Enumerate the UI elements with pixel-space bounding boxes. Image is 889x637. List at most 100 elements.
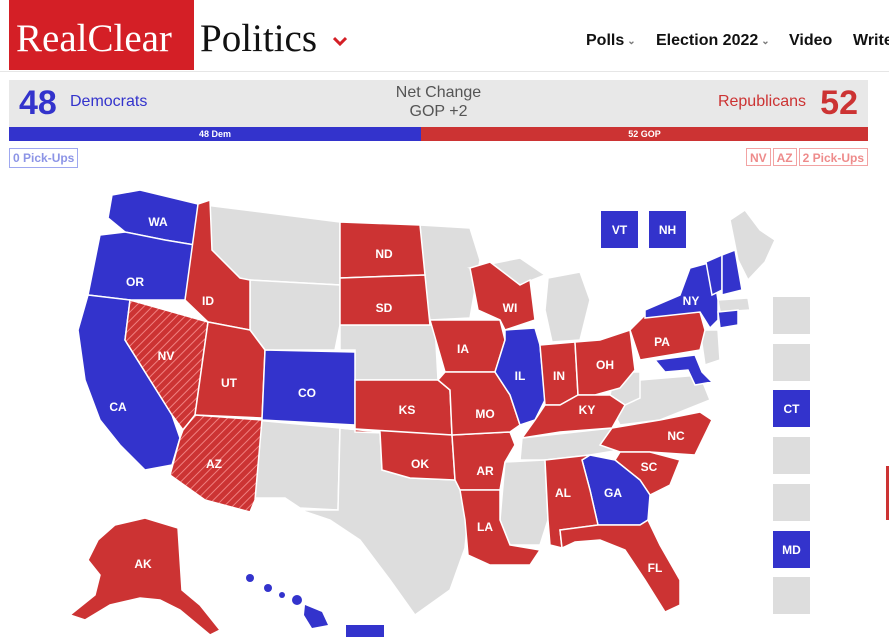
seat-split-bar: 48 Dem 52 GOP xyxy=(9,127,868,141)
state-nc[interactable] xyxy=(598,411,713,456)
box-md-label: MD xyxy=(782,543,801,557)
label-ut: UT xyxy=(221,376,238,390)
box-empty[interactable] xyxy=(773,297,810,334)
box-ct-label: CT xyxy=(784,402,801,416)
state-mi[interactable] xyxy=(544,271,591,343)
rep-pickup-state-nv[interactable]: NV xyxy=(745,148,771,166)
state-la[interactable] xyxy=(459,489,542,566)
label-nd: ND xyxy=(375,247,393,261)
label-al: AL xyxy=(555,486,571,500)
nav-video-label: Video xyxy=(789,32,833,49)
rep-seat-bar: 52 GOP xyxy=(421,127,868,141)
chevron-down-icon: ⌄ xyxy=(761,36,770,47)
us-senate-map: WA OR CA NV ID UT CO AZ ND SD KS OK AR L… xyxy=(68,189,889,637)
state-ar[interactable] xyxy=(451,431,516,491)
label-sd: SD xyxy=(376,301,393,315)
label-ky: KY xyxy=(579,403,596,417)
label-fl: FL xyxy=(648,561,663,575)
rep-pickups-group: NV AZ 2 Pick-Ups xyxy=(744,148,868,166)
box-vt-label: VT xyxy=(612,223,628,237)
box-empty[interactable] xyxy=(773,437,810,474)
state-fl[interactable] xyxy=(559,518,681,613)
label-or: OR xyxy=(126,275,144,289)
label-ny: NY xyxy=(683,294,700,308)
label-wa: WA xyxy=(148,215,168,229)
label-ar: AR xyxy=(476,464,494,478)
label-id: ID xyxy=(202,294,214,308)
box-ct[interactable] xyxy=(773,390,810,427)
state-nm[interactable] xyxy=(254,419,341,511)
box-nh-label: NH xyxy=(659,223,676,237)
label-ia: IA xyxy=(457,342,469,356)
box-vt[interactable] xyxy=(601,211,638,248)
label-sc: SC xyxy=(641,460,658,474)
edge-marker xyxy=(886,466,889,520)
rep-pickups-badge: 2 Pick-Ups xyxy=(798,148,868,166)
label-ga: GA xyxy=(604,486,622,500)
state-id[interactable] xyxy=(184,198,251,331)
label-az: AZ xyxy=(206,457,222,471)
nav-election-2022-label: Election 2022 xyxy=(656,32,759,49)
state-az[interactable] xyxy=(169,414,263,513)
state-wi[interactable] xyxy=(469,261,536,331)
logo-realclear-text[interactable]: RealClear xyxy=(16,17,172,60)
logo-red-block[interactable] xyxy=(9,0,194,70)
label-nc: NC xyxy=(667,429,685,443)
state-sd[interactable] xyxy=(339,274,431,326)
label-il: IL xyxy=(515,369,526,383)
nav-election-2022[interactable]: Election 2022 ⌄ xyxy=(656,32,770,50)
net-change-title: Net Change xyxy=(395,84,482,101)
state-box-partial[interactable] xyxy=(346,625,384,637)
state-labels: WA OR CA NV ID UT CO AZ ND SD KS OK AR L… xyxy=(109,215,699,575)
state-nh[interactable] xyxy=(721,248,743,296)
label-ak: AK xyxy=(134,557,152,571)
state-nj[interactable] xyxy=(699,329,721,366)
logo-politics-text[interactable]: Politics xyxy=(200,17,318,60)
state-ny[interactable] xyxy=(644,261,719,330)
rep-seat-count: 52 xyxy=(820,84,858,122)
net-change-value: GOP +2 xyxy=(409,103,468,120)
state-ct[interactable] xyxy=(717,309,739,329)
rep-pickup-state-az[interactable]: AZ xyxy=(772,148,797,166)
chevron-down-icon: ⌄ xyxy=(627,36,636,47)
box-empty[interactable] xyxy=(773,484,810,521)
senate-score-bar: 48 Democrats Net Change GOP +2 Republica… xyxy=(9,80,868,127)
header-divider xyxy=(0,71,889,72)
nav-write[interactable]: Write xyxy=(853,32,889,50)
label-wi: WI xyxy=(503,301,518,315)
dem-seat-count: 48 xyxy=(19,84,57,122)
state-ut[interactable] xyxy=(194,321,266,419)
label-nv: NV xyxy=(158,349,175,363)
state-wy[interactable] xyxy=(249,279,341,351)
state-ak[interactable] xyxy=(68,517,222,636)
site-header: RealClear Politics Polls ⌄ Election 2022 ⌄… xyxy=(0,0,889,72)
nav-write-label: Write xyxy=(853,32,889,49)
state-ms[interactable] xyxy=(499,459,549,546)
nav-polls[interactable]: Polls ⌄ xyxy=(586,32,636,50)
box-empty[interactable] xyxy=(773,577,810,614)
label-in: IN xyxy=(553,369,565,383)
dem-label: Democrats xyxy=(70,93,148,110)
rep-label: Republicans xyxy=(717,93,806,110)
state-hi[interactable] xyxy=(246,574,328,628)
nav-video[interactable]: Video xyxy=(789,32,832,50)
small-state-boxes: VT NH CT MD xyxy=(601,211,810,614)
state-ma[interactable] xyxy=(717,297,751,313)
label-pa: PA xyxy=(654,335,670,349)
dem-pickups-badge: 0 Pick-Ups xyxy=(9,148,79,168)
state-me[interactable] xyxy=(729,208,776,282)
box-empty[interactable] xyxy=(773,344,810,381)
box-nh[interactable] xyxy=(649,211,686,248)
state-ky[interactable] xyxy=(520,394,626,440)
box-md[interactable] xyxy=(773,531,810,568)
label-oh: OH xyxy=(596,358,614,372)
state-md[interactable] xyxy=(653,354,714,386)
state-il[interactable] xyxy=(494,327,546,426)
label-ok: OK xyxy=(411,457,429,471)
state-or[interactable] xyxy=(87,231,196,301)
nav-polls-label: Polls xyxy=(586,32,625,49)
label-ca: CA xyxy=(109,400,127,414)
chevron-down-icon[interactable] xyxy=(333,36,347,46)
label-ks: KS xyxy=(399,403,416,417)
label-co: CO xyxy=(298,386,316,400)
